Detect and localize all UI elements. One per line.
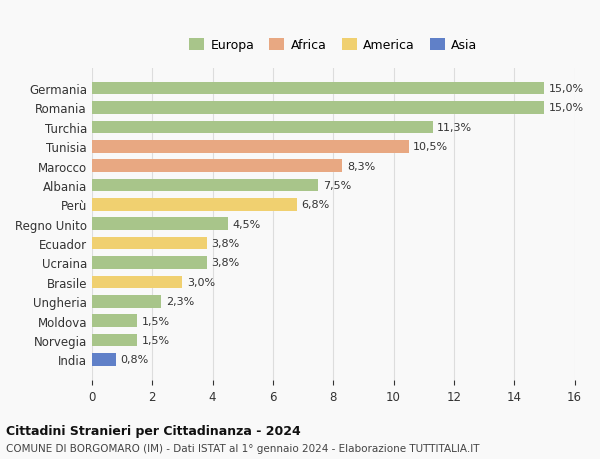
Legend: Europa, Africa, America, Asia: Europa, Africa, America, Asia: [184, 34, 482, 57]
Text: 1,5%: 1,5%: [142, 335, 170, 345]
Text: 1,5%: 1,5%: [142, 316, 170, 326]
Bar: [92, 199, 297, 211]
Bar: [92, 276, 182, 289]
Text: 3,0%: 3,0%: [187, 277, 215, 287]
Text: COMUNE DI BORGOMARO (IM) - Dati ISTAT al 1° gennaio 2024 - Elaborazione TUTTITAL: COMUNE DI BORGOMARO (IM) - Dati ISTAT al…: [6, 443, 479, 453]
Text: 15,0%: 15,0%: [549, 84, 584, 94]
Text: Cittadini Stranieri per Cittadinanza - 2024: Cittadini Stranieri per Cittadinanza - 2…: [6, 424, 301, 437]
Text: 8,3%: 8,3%: [347, 161, 375, 171]
Text: 2,3%: 2,3%: [166, 297, 194, 307]
Text: 0,8%: 0,8%: [121, 355, 149, 364]
Bar: [92, 140, 409, 153]
Text: 4,5%: 4,5%: [232, 219, 260, 229]
Bar: [92, 315, 137, 327]
Bar: [92, 160, 342, 173]
Text: 15,0%: 15,0%: [549, 103, 584, 113]
Text: 10,5%: 10,5%: [413, 142, 448, 152]
Bar: [92, 121, 433, 134]
Bar: [92, 334, 137, 347]
Bar: [92, 353, 116, 366]
Text: 3,8%: 3,8%: [211, 258, 239, 268]
Text: 6,8%: 6,8%: [302, 200, 330, 210]
Bar: [92, 295, 161, 308]
Text: 3,8%: 3,8%: [211, 239, 239, 249]
Bar: [92, 102, 544, 114]
Bar: [92, 257, 206, 269]
Bar: [92, 179, 318, 192]
Bar: [92, 237, 206, 250]
Bar: [92, 83, 544, 95]
Text: 7,5%: 7,5%: [323, 180, 351, 190]
Text: 11,3%: 11,3%: [437, 123, 472, 133]
Bar: [92, 218, 227, 230]
